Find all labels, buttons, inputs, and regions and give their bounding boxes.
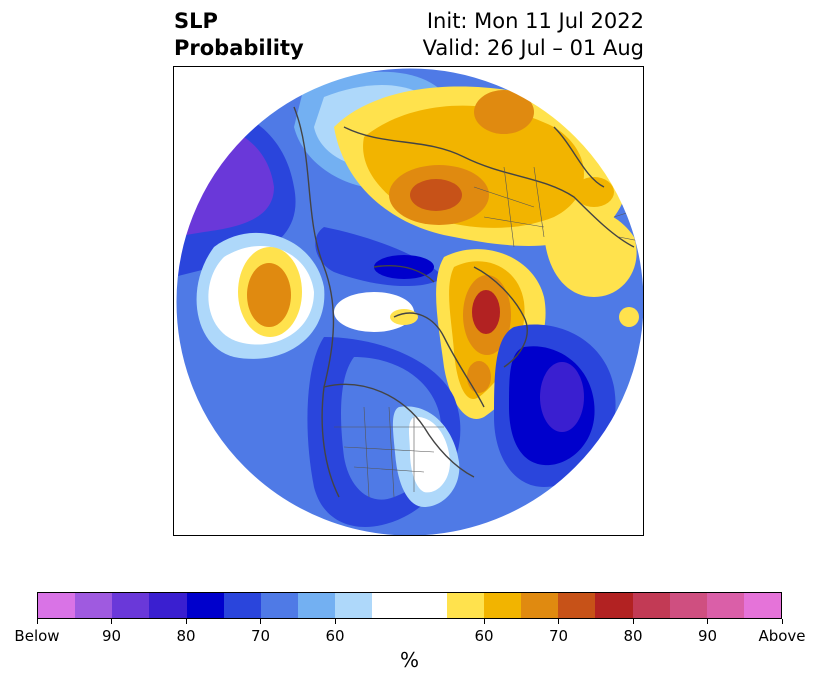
map-panel xyxy=(173,66,644,536)
colorbar-ticks: Below 90 80 70 60 60 70 80 90 Above xyxy=(14,619,806,645)
atlantic-low-anomaly xyxy=(540,362,584,432)
colorbar-swatch xyxy=(223,593,261,618)
colorbar-tick-label: 80 xyxy=(623,627,643,645)
colorbar-tick-label: Below xyxy=(14,627,60,645)
colorbar-tick-label: 80 xyxy=(176,627,196,645)
colorbar-swatch xyxy=(669,593,707,618)
colorbar-tick-label: 70 xyxy=(548,627,569,645)
colorbar-swatch xyxy=(632,593,670,618)
colorbar-swatch xyxy=(409,593,447,618)
map-title: SLP Probability xyxy=(174,8,304,62)
colorbar-tick xyxy=(260,619,261,624)
colorbar-tick xyxy=(111,619,112,624)
colorbar-swatch xyxy=(260,593,299,618)
valid-range: Valid: 26 Jul – 01 Aug xyxy=(422,36,644,60)
colorbar-swatch xyxy=(75,593,113,618)
colorbar-tick-label: 60 xyxy=(325,627,345,645)
probability-map xyxy=(175,67,643,535)
colorbar-tick xyxy=(558,619,559,624)
colorbar-swatch xyxy=(558,593,596,618)
colorbar-swatch xyxy=(186,593,224,618)
colorbar-tick-label: 60 xyxy=(474,627,494,645)
colorbar-tick-label: Above xyxy=(758,627,806,645)
colorbar-tick-label: 90 xyxy=(697,627,718,645)
colorbar-unit: % xyxy=(399,648,419,672)
colorbar-tick xyxy=(632,619,634,624)
colorbar xyxy=(37,592,782,619)
init-date: Init: Mon 11 Jul 2022 xyxy=(426,9,644,33)
colorbar-swatch xyxy=(149,593,187,618)
colorbar-tick xyxy=(185,619,187,624)
colorbar-tick xyxy=(707,619,708,624)
colorbar-swatch xyxy=(372,593,410,618)
colorbar-swatch xyxy=(595,593,633,618)
colorbar-swatch xyxy=(112,593,150,618)
colorbar-swatch xyxy=(446,593,484,618)
colorbar-swatch xyxy=(483,593,522,618)
colorbar-tick-label: 90 xyxy=(101,627,122,645)
colorbar-tick xyxy=(483,619,485,624)
colorbar-tick xyxy=(781,619,783,624)
date-info: Init: Mon 11 Jul 2022 Valid: 26 Jul – 01… xyxy=(423,8,644,62)
borders xyxy=(334,166,643,498)
title-line-2: Probability xyxy=(174,36,304,60)
colorbar-tick-label: 70 xyxy=(250,627,271,645)
colorbar-tick xyxy=(334,619,336,624)
colorbar-swatch xyxy=(38,593,76,618)
colorbar-swatch xyxy=(335,593,373,618)
colorbar-swatch xyxy=(521,593,559,618)
coastlines xyxy=(293,106,635,498)
colorbar-tick xyxy=(36,619,38,624)
colorbar-swatch xyxy=(298,593,336,618)
colorbar-swatch xyxy=(706,593,744,618)
colorbar-swatch xyxy=(743,593,782,618)
title-line-1: SLP xyxy=(174,9,218,33)
greenland-high-anomaly xyxy=(472,290,500,334)
